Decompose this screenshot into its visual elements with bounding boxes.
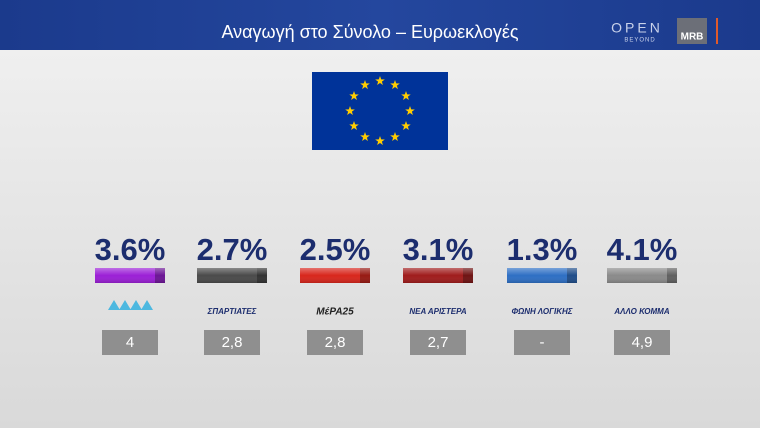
secondary-box (204, 330, 260, 355)
bar-shine (403, 268, 473, 283)
pollster-badge (677, 18, 707, 44)
star (349, 121, 359, 130)
bar-shine (507, 268, 577, 283)
divider (716, 18, 718, 44)
percent: 3.1% (403, 232, 474, 267)
star (390, 80, 400, 90)
bar-shine (197, 268, 267, 283)
logo-shape (130, 300, 142, 310)
secondary-box (514, 330, 570, 355)
bar-shine (95, 268, 165, 283)
percent: 2.5% (300, 232, 371, 267)
party-logo: ΑΛΛΟ ΚΟΜΜΑ (613, 307, 669, 316)
secondary-box (102, 330, 158, 355)
header-bar (0, 0, 760, 50)
star (349, 91, 359, 100)
party-logo: ΝΕΑ ΑΡΙΣΤΕΡΑ (409, 307, 467, 316)
parties: 3.6% 4 2.7% ΣΠΑΡΤΙΑΤΕΣ 2,8 2.5% ΜέΡΑ25 2,8 3.1% Ν… (95, 232, 678, 355)
star (390, 132, 400, 141)
secondary-box (614, 330, 670, 355)
secondary-box (307, 330, 363, 355)
star (360, 80, 370, 90)
star (405, 106, 415, 115)
star (401, 121, 411, 130)
bar-shine (607, 268, 677, 283)
party-logo: ΦΩΝΗ ΛΟΓΙΚΗΣ (511, 307, 572, 316)
logo-shape (119, 300, 131, 310)
percent: 3.6% (95, 232, 166, 267)
secondary-value: 4 (126, 334, 134, 351)
party-logo: ΣΠΑΡΤΙΑΤΕΣ (207, 307, 257, 316)
secondary-value: 2,8 (222, 334, 243, 351)
star (360, 132, 370, 141)
pollster: MRB (681, 32, 704, 43)
title: Αναγωγή στο Σύνολο – Ευρωεκλογές (221, 22, 518, 42)
percent: 4.1% (607, 232, 678, 267)
logo-shape (108, 300, 120, 310)
secondary-value: - (540, 334, 545, 351)
bar-shine (300, 268, 370, 283)
secondary-box (410, 330, 466, 355)
secondary-value: 4,9 (632, 334, 653, 351)
percent: 2.7% (197, 232, 268, 267)
party-logo: ΜέΡΑ25 (316, 307, 354, 318)
star (375, 76, 385, 85)
star (345, 106, 355, 115)
star (401, 91, 411, 100)
star (375, 136, 385, 145)
secondary-value: 2,8 (325, 334, 346, 351)
flag-stars (345, 76, 415, 145)
brand: OPEN (611, 20, 663, 36)
logo-shape (141, 300, 153, 310)
percent: 1.3% (507, 232, 578, 267)
brand-sub: BEYOND (624, 38, 655, 44)
secondary-value: 2,7 (428, 334, 449, 351)
